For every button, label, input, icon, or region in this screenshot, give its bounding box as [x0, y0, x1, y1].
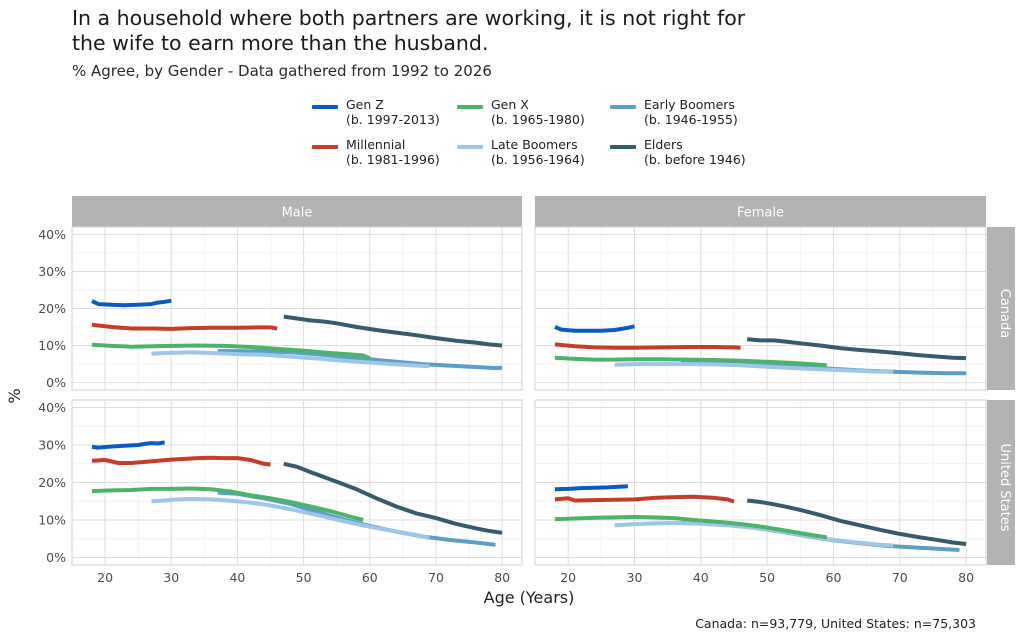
legend-swatch-early-boomers [610, 105, 636, 109]
facet-label-female: Female [737, 206, 784, 221]
y-tick-label: 30% [38, 264, 66, 279]
series-line-gen-z-canada-male [91, 298, 172, 308]
legend-label-millennial: Millennial [346, 137, 406, 152]
x-tick-label: 60 [826, 570, 842, 585]
series-line-late-boomers-canada-male [151, 350, 430, 369]
legend-sub-late-boomers: (b. 1956-1964) [491, 152, 585, 167]
legend-label-early-boomers: Early Boomers [644, 97, 735, 112]
y-tick-label: 40% [38, 227, 66, 242]
series-line-gen-z-canada-female [554, 324, 635, 333]
y-axis-title: % [5, 388, 24, 403]
legend-swatch-elders [610, 145, 636, 149]
panel-united-states-female [534, 399, 987, 566]
legend-item-elders: Elders (b. before 1946) [610, 137, 746, 167]
legend-swatch-late-boomers [457, 145, 483, 149]
legend-item-millennial: Millennial (b. 1981-1996) [312, 137, 440, 167]
x-tick-label: 30 [163, 570, 179, 585]
x-tick-label: 70 [892, 570, 908, 585]
series-line-millennial-united-states-female [554, 494, 735, 504]
legend-item-genz: Gen Z (b. 1997-2013) [312, 97, 440, 127]
x-tick-label: 70 [428, 570, 444, 585]
y-tick-label: 0% [46, 375, 66, 390]
series-line-millennial-united-states-male [91, 455, 271, 467]
series-line-early-boomers-canada-male [217, 349, 503, 371]
x-tick-label: 60 [362, 570, 378, 585]
x-tick-label: 30 [627, 570, 643, 585]
y-tick-label: 0% [46, 550, 66, 565]
x-tick-label: 20 [560, 570, 576, 585]
x-tick-label: 80 [494, 570, 510, 585]
series-line-elders-united-states-female [746, 498, 967, 546]
series-line-late-boomers-canada-female [614, 362, 894, 374]
x-tick-label: 40 [229, 570, 245, 585]
facet-label-united-states: United States [997, 443, 1012, 531]
series-line-millennial-canada-female [554, 342, 741, 350]
legend-swatch-millennial [312, 145, 338, 149]
facet-strip-male [72, 196, 522, 227]
legend-label-genz: Gen Z [346, 97, 384, 112]
legend-item-early-boomers: Early Boomers (b. 1946-1955) [610, 97, 738, 127]
y-tick-label: 40% [38, 400, 66, 415]
legend-sub-millennial: (b. 1981-1996) [346, 152, 440, 167]
facet-strip-united-states [987, 400, 1015, 565]
series-line-millennial-canada-male [91, 322, 278, 331]
x-tick-label: 40 [693, 570, 709, 585]
facet-strip-female [535, 196, 986, 227]
x-tick-label: 20 [97, 570, 113, 585]
y-tick-label: 20% [38, 475, 66, 490]
series-line-late-boomers-united-states-female [614, 521, 894, 548]
facet-label-male: Male [282, 206, 313, 221]
legend-label-elders: Elders [644, 137, 683, 152]
y-tick-label: 10% [38, 338, 66, 353]
y-tick-label: 20% [38, 301, 66, 316]
legend-sub-genx: (b. 1965-1980) [491, 112, 585, 127]
legend-swatch-genx [457, 105, 483, 109]
series-line-gen-x-canada-female [554, 355, 827, 368]
y-tick-label: 10% [38, 513, 66, 528]
x-axis-title: Age (Years) [484, 588, 575, 607]
legend-item-late-boomers: Late Boomers (b. 1956-1964) [457, 137, 585, 167]
legend-sub-early-boomers: (b. 1946-1955) [644, 112, 738, 127]
legend-sub-elders: (b. before 1946) [644, 152, 746, 167]
series-line-elders-canada-male [283, 314, 503, 348]
chart-title: In a household where both partners are w… [72, 6, 746, 55]
panel-border [534, 226, 987, 391]
sample-size-caption: Canada: n=93,779, United States: n=75,30… [695, 616, 976, 631]
facet-label-canada: Canada [997, 289, 1012, 338]
y-tick-label: 30% [38, 438, 66, 453]
panel-border [534, 399, 987, 566]
series-line-gen-z-united-states-male [91, 440, 165, 450]
series-line-elders-canada-female [747, 337, 967, 361]
facet-strip-canada [987, 227, 1015, 390]
series-line-late-boomers-united-states-male [151, 497, 430, 540]
panel-border [71, 399, 523, 566]
legend: Gen Z (b. 1997-2013) Millennial (b. 1981-1… [312, 97, 792, 177]
series-line-gen-x-united-states-female [554, 515, 828, 540]
panel-border [71, 226, 523, 391]
series-line-elders-united-states-male [283, 461, 503, 535]
x-tick-label: 50 [296, 570, 312, 585]
legend-swatch-genz [312, 105, 338, 109]
series-line-gen-x-united-states-male [91, 486, 364, 522]
legend-item-genx: Gen X (b. 1965-1980) [457, 97, 585, 127]
legend-sub-genz: (b. 1997-2013) [346, 112, 440, 127]
chart-subtitle: % Agree, by Gender - Data gathered from … [72, 62, 492, 80]
x-tick-label: 50 [759, 570, 775, 585]
series-line-gen-z-united-states-female [554, 484, 628, 492]
legend-label-late-boomers: Late Boomers [491, 137, 578, 152]
legend-label-genx: Gen X [491, 97, 529, 112]
series-line-gen-x-canada-male [91, 342, 371, 361]
x-tick-label: 80 [958, 570, 974, 585]
